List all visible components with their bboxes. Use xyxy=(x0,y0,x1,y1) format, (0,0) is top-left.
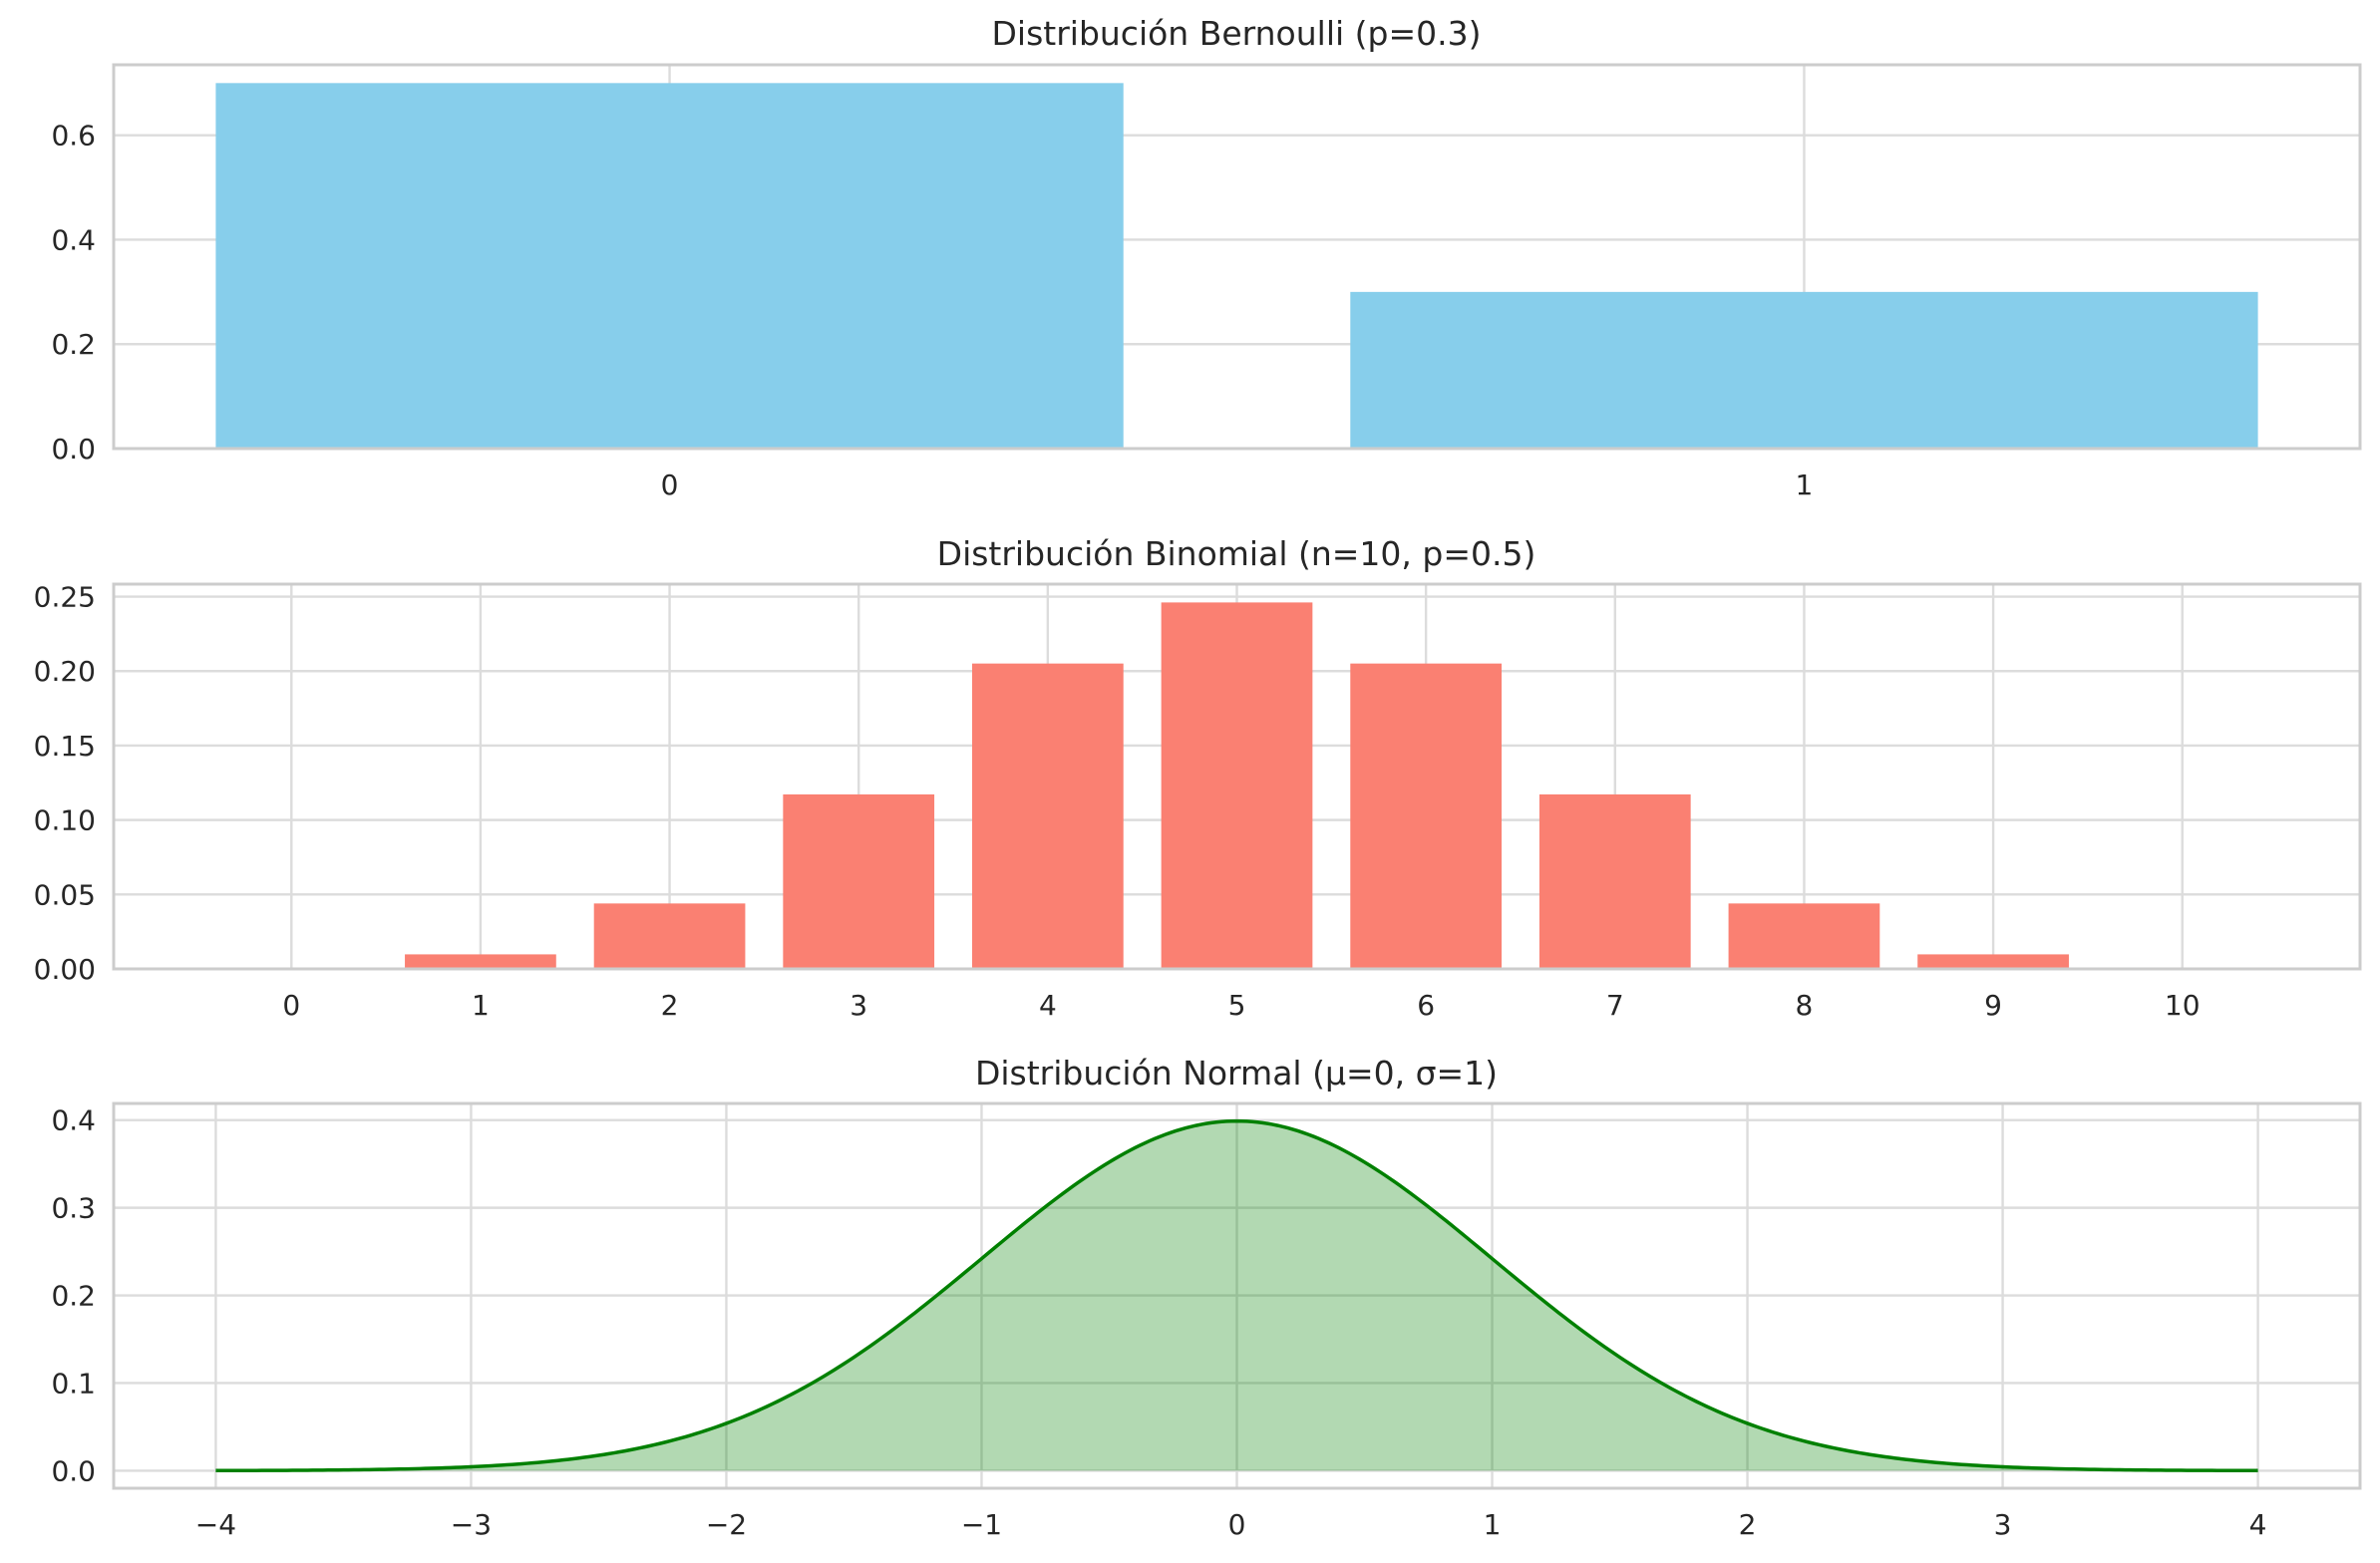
binomial-xtick-label: 5 xyxy=(1228,989,1246,1022)
normal-xtick-label: 3 xyxy=(1994,1508,2012,1541)
bernoulli-ytick-label: 0.6 xyxy=(51,120,96,153)
binomial-bar xyxy=(971,663,1124,969)
binomial-ytick-label: 0.00 xyxy=(34,953,96,986)
binomial-title: Distribución Binomial (n=10, p=0.5) xyxy=(937,534,1536,573)
binomial-chart: Distribución Binomial (n=10, p=0.5) 0.00… xyxy=(34,534,2362,1022)
normal-chart: Distribución Normal (μ=0, σ=1) 0.0 0.1 0.2… xyxy=(51,1054,2362,1541)
bernoulli-ytick-label: 0.4 xyxy=(51,223,96,256)
normal-xtick-label: −2 xyxy=(706,1508,747,1541)
bernoulli-xtick-label: 1 xyxy=(1796,469,1814,501)
normal-xtick-label: −4 xyxy=(195,1508,236,1541)
binomial-bar xyxy=(1350,663,1503,969)
bernoulli-xtick-label: 0 xyxy=(661,469,679,501)
bernoulli-bars xyxy=(215,83,2258,449)
binomial-xtick-label: 8 xyxy=(1796,989,1814,1022)
binomial-xtick-label: 6 xyxy=(1417,989,1435,1022)
binomial-bar xyxy=(1917,954,2069,969)
binomial-xtick-label: 10 xyxy=(2165,989,2201,1022)
normal-xtick-label: 1 xyxy=(1484,1508,1502,1541)
binomial-ytick-label: 0.20 xyxy=(34,655,96,688)
binomial-xtick-label: 3 xyxy=(850,989,867,1022)
normal-pdf-line xyxy=(215,1118,2258,1473)
bernoulli-ytick-label: 0.2 xyxy=(51,328,96,361)
binomial-bar xyxy=(1538,793,1691,969)
normal-xtick-label: 2 xyxy=(1739,1508,1757,1541)
bernoulli-chart: Distribución Bernoulli (p=0.3) 0.0 0.2 0.4… xyxy=(51,14,2362,501)
binomial-bars xyxy=(215,602,2258,969)
normal-ytick-label: 0.2 xyxy=(51,1280,96,1313)
normal-xtick-label: −1 xyxy=(961,1508,1002,1541)
binomial-bar xyxy=(1161,602,1313,969)
normal-ytick-label: 0.4 xyxy=(51,1104,96,1137)
binomial-xtick-label: 2 xyxy=(661,989,679,1022)
binomial-axes-frame xyxy=(112,582,2362,971)
binomial-xtick-label: 7 xyxy=(1606,989,1624,1022)
binomial-xtick-label: 9 xyxy=(1984,989,2002,1022)
bernoulli-tick-labels: 0.0 0.2 0.4 0.6 0 1 xyxy=(51,120,1813,501)
normal-ytick-label: 0.1 xyxy=(51,1367,96,1400)
bernoulli-title: Distribución Bernoulli (p=0.3) xyxy=(992,14,1482,53)
binomial-xtick-label: 1 xyxy=(472,989,490,1022)
normal-tick-labels: 0.0 0.1 0.2 0.3 0.4 −4 −3 −2 −1 0 1 2 3 4 xyxy=(51,1104,2266,1541)
binomial-tick-labels: 0.00 0.05 0.10 0.15 0.20 0.25 0 1 2 3 4 5 6 7 8 9 10 xyxy=(34,581,2201,1022)
binomial-ytick-label: 0.15 xyxy=(34,730,96,763)
bernoulli-bar xyxy=(215,83,1124,449)
normal-ytick-label: 0.0 xyxy=(51,1454,96,1487)
normal-curve xyxy=(215,1118,2258,1473)
normal-xtick-label: 0 xyxy=(1228,1508,1246,1541)
binomial-ytick-label: 0.10 xyxy=(34,804,96,837)
binomial-ytick-label: 0.25 xyxy=(34,581,96,614)
binomial-xtick-label: 4 xyxy=(1039,989,1057,1022)
binomial-bar xyxy=(1728,903,1880,969)
normal-ytick-label: 0.3 xyxy=(51,1192,96,1225)
binomial-bar xyxy=(783,793,935,969)
binomial-ytick-label: 0.05 xyxy=(34,878,96,911)
normal-axes-frame xyxy=(112,1101,2362,1490)
normal-xtick-label: −3 xyxy=(451,1508,492,1541)
bernoulli-bar xyxy=(1350,291,2258,449)
normal-xtick-label: 4 xyxy=(2249,1508,2267,1541)
bernoulli-axes-frame xyxy=(112,63,2362,451)
normal-title: Distribución Normal (μ=0, σ=1) xyxy=(975,1054,1498,1093)
binomial-bar xyxy=(405,954,556,969)
normal-pdf-area xyxy=(215,1120,2258,1471)
bernoulli-ytick-label: 0.0 xyxy=(51,433,96,466)
binomial-bar xyxy=(593,903,746,969)
binomial-xtick-label: 0 xyxy=(282,989,300,1022)
